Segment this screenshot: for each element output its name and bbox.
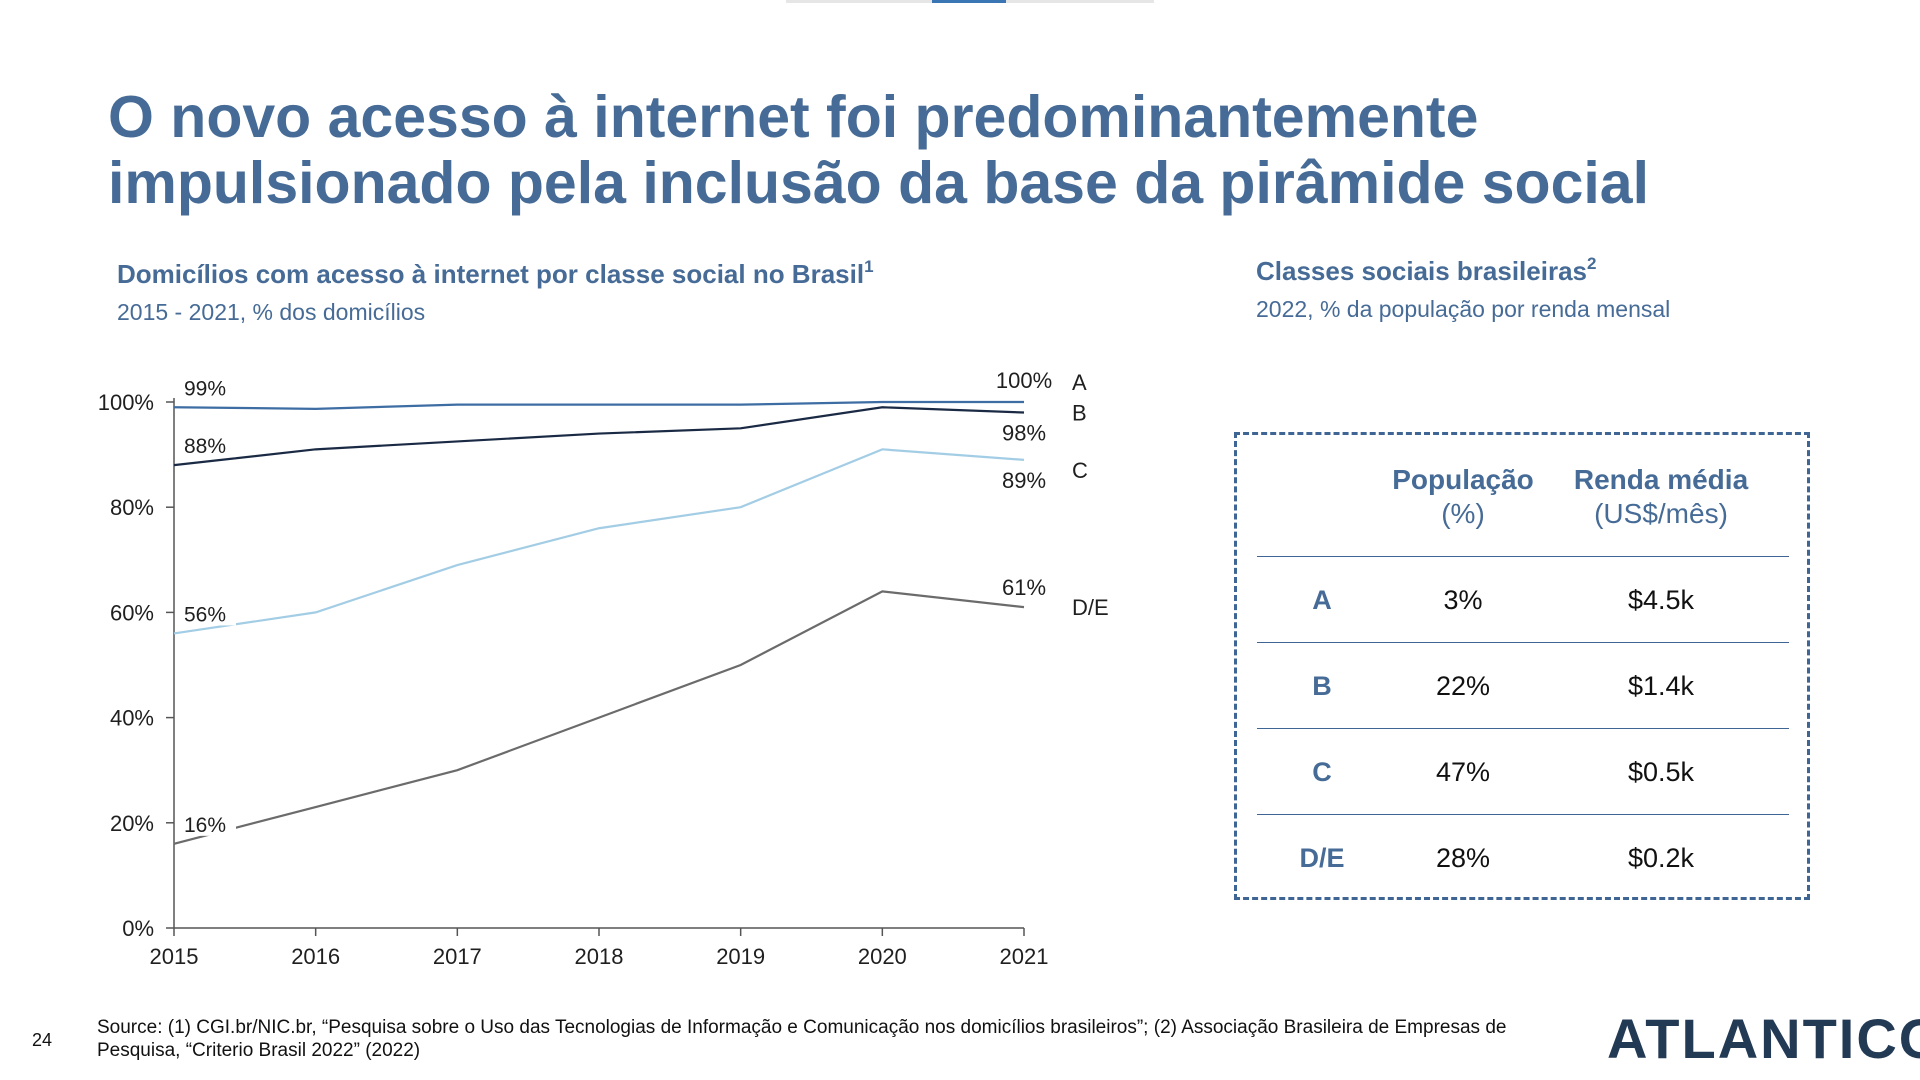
chart-title: Domicílios com acesso à internet por cla… (117, 257, 874, 290)
series-name-label-de: D/E (1072, 595, 1109, 620)
class-cell: A (1312, 585, 1332, 615)
x-tick-label: 2016 (291, 944, 340, 969)
class-cell: C (1312, 757, 1332, 787)
start-value-label-de: 16% (184, 814, 226, 837)
y-tick-label: 40% (110, 706, 154, 731)
y-tick-label: 100% (98, 390, 154, 415)
source-note: Source: (1) CGI.br/NIC.br, “Pesquisa sob… (97, 1017, 1507, 1061)
income-cell: $0.2k (1627, 843, 1695, 873)
table-title-text: Classes sociais brasileiras (1256, 256, 1588, 286)
page-title-line-1: O novo acesso à internet foi predominant… (108, 84, 1479, 150)
x-tick-label: 2015 (150, 944, 199, 969)
chart-title-text: Domicílios com acesso à internet por cla… (117, 259, 865, 289)
y-tick-label: 0% (122, 916, 154, 941)
top-progress-bar (786, 0, 1154, 3)
population-cell: 47% (1435, 757, 1491, 787)
start-label-bg-b (182, 433, 236, 458)
table-row-c: C 47% $0.5k (1257, 728, 1789, 815)
start-label-bg-a (182, 375, 236, 400)
y-tick-label: 80% (110, 495, 154, 520)
y-tick-label: 20% (110, 811, 154, 836)
series-name-label-c: C (1072, 458, 1088, 483)
x-tick-label: 2017 (433, 944, 482, 969)
table-title-footnote: 2 (1587, 254, 1597, 273)
table-row-a: A 3% $4.5k (1257, 556, 1789, 643)
series-name-label-a: A (1072, 370, 1087, 395)
page-number: 24 (32, 1030, 53, 1050)
column-header-population: População (%) (1373, 463, 1553, 531)
chart-caption: 2015 - 2021, % dos domicílios (117, 299, 426, 325)
series-line-c (173, 448, 1025, 635)
end-value-label-c: 89% (1002, 468, 1046, 493)
y-tick-label: 60% (110, 600, 154, 625)
table-row-b: B 22% $1.4k (1257, 642, 1789, 729)
series-name-label-b: B (1072, 401, 1087, 426)
social-classes-table: População (%) Renda média (US$/mês) A 3%… (1234, 432, 1810, 900)
class-cell: D/E (1299, 843, 1345, 873)
population-cell: 3% (1443, 585, 1483, 615)
end-value-label-b: 98% (1002, 421, 1046, 446)
end-value-label-a: 100% (996, 368, 1052, 393)
top-progress-segment (932, 0, 1006, 3)
start-value-label-c: 56% (184, 603, 226, 626)
end-value-label-de: 61% (1002, 575, 1046, 600)
income-cell: $1.4k (1627, 671, 1695, 701)
column-header-income-unit: (US$/mês) (1594, 498, 1728, 529)
table-row-de: D/E 28% $0.2k (1257, 814, 1789, 901)
start-value-label-b: 88% (184, 435, 226, 458)
series-line-de (173, 590, 1025, 845)
income-cell: $4.5k (1627, 585, 1695, 615)
column-header-population-unit: (%) (1441, 498, 1485, 529)
table-caption: 2022, % da população por renda mensal (1256, 296, 1671, 322)
population-cell: 22% (1435, 671, 1491, 701)
page-title: O novo acesso à internet foi predominant… (108, 84, 1868, 216)
table-title: Classes sociais brasileiras2 (1256, 254, 1597, 287)
start-label-bg-de (182, 811, 236, 836)
income-cell: $0.5k (1627, 757, 1695, 787)
x-tick-label: 2020 (858, 944, 907, 969)
series-line-a (173, 400, 1024, 410)
series-line-b (173, 406, 1025, 467)
chart-title-footnote: 1 (864, 257, 874, 276)
column-header-income-label: Renda média (1573, 464, 1749, 495)
start-value-label-a: 99% (184, 377, 226, 400)
start-label-bg-c (182, 601, 236, 626)
x-tick-label: 2019 (716, 944, 765, 969)
x-tick-label: 2018 (575, 944, 624, 969)
atlantico-logo: ATLANTICO (1607, 1007, 1920, 1070)
column-header-population-label: População (1392, 464, 1534, 495)
population-cell: 28% (1435, 843, 1491, 873)
x-tick-label: 2021 (1000, 944, 1049, 969)
column-header-income: Renda média (US$/mês) (1551, 463, 1771, 531)
class-cell: B (1312, 671, 1332, 701)
page-title-line-2: impulsionado pela inclusão da base da pi… (108, 150, 1650, 216)
